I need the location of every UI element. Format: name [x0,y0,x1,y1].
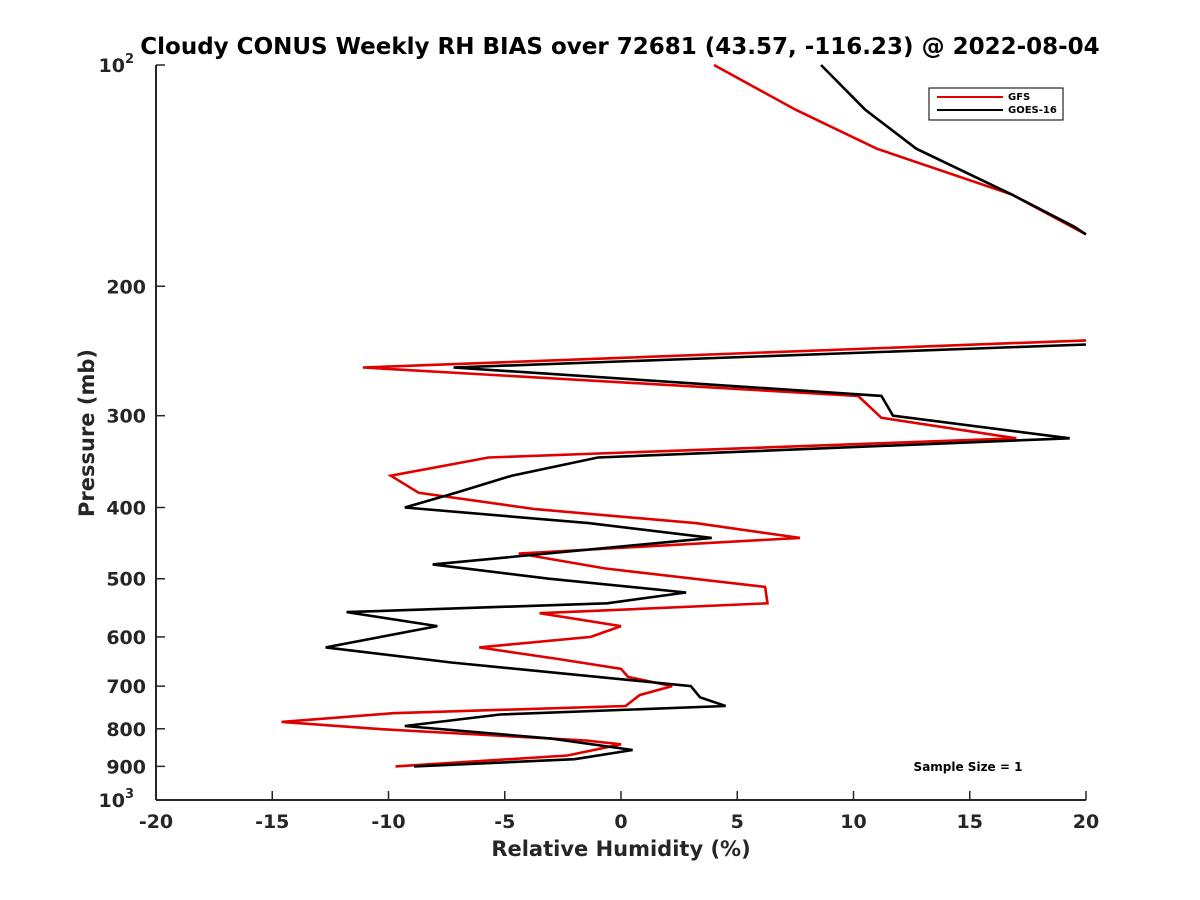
y-tick-label: 700 [106,676,146,698]
x-tick-label: -10 [371,811,405,833]
y-tick-label-base: 600 [106,627,146,649]
chart-title: Cloudy CONUS Weekly RH BIAS over 72681 (… [140,34,1099,60]
y-tick-label-exponent: 2 [125,52,134,67]
x-tick-label: 5 [731,811,744,833]
y-tick-label-base: 700 [106,676,146,698]
plot-area [155,65,1086,801]
x-tick-label: -20 [139,811,173,833]
y-tick-label-base: 10 [99,790,125,812]
y-tick-label: 102 [99,52,135,77]
legend: GFS GOES-16 [928,87,1064,121]
legend-label-gfs: GFS [1008,92,1030,103]
y-tick-label: 500 [106,569,146,591]
y-tick-label-base: 10 [99,55,125,77]
x-tick-label: 20 [1073,811,1099,833]
series-line-goes16 [325,64,1087,768]
y-tick-label: 900 [106,756,146,778]
y-tick-label-exponent: 3 [125,787,134,802]
y-tick-label: 103 [99,787,135,812]
y-tick-label: 400 [106,498,146,520]
x-tick-label: 10 [840,811,866,833]
y-axis-label: Pressure (mb) [75,349,99,517]
x-axis-ticks: -20 -15 -10 -5 0 5 10 15 20 [139,791,1099,833]
y-tick-label-base: 800 [106,719,146,741]
series-line-gfs [281,63,1087,768]
y-tick-label-base: 500 [106,569,146,591]
y-tick-label: 200 [106,276,146,298]
series-layer [281,63,1087,768]
x-tick-label: -5 [494,811,515,833]
y-tick-label-base: 300 [106,406,146,428]
y-tick-label-base: 400 [106,498,146,520]
y-tick-label-base: 900 [106,756,146,778]
y-tick-label: 800 [106,719,146,741]
legend-label-goes16: GOES-16 [1008,105,1057,116]
y-tick-label: 300 [106,406,146,428]
x-tick-label: 15 [957,811,983,833]
y-tick-label-base: 200 [106,276,146,298]
sample-size-annotation: Sample Size = 1 [914,760,1023,774]
x-axis-label: Relative Humidity (%) [491,837,750,861]
legend-box [928,87,1064,121]
x-tick-label: 0 [614,811,627,833]
y-tick-label: 600 [106,627,146,649]
x-tick-label: -15 [255,811,289,833]
